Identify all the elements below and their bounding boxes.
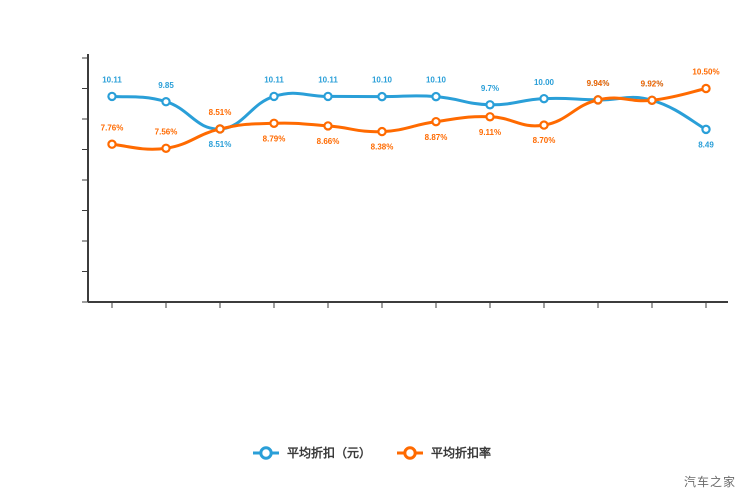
data-label: 8.79% bbox=[263, 134, 286, 143]
data-label: 7.76% bbox=[101, 123, 124, 132]
data-point-marker[interactable] bbox=[431, 91, 441, 102]
data-point-marker[interactable] bbox=[377, 91, 387, 102]
chart-data-labels: 10.11 9.85 8.51% 10.11 10.11 10.10 10.10 9.7% 10… bbox=[101, 68, 720, 152]
data-label: 8.51% bbox=[209, 140, 232, 149]
data-point-marker[interactable] bbox=[107, 91, 117, 102]
data-label: 10.11 bbox=[102, 76, 122, 85]
data-label: 10.11 bbox=[264, 76, 284, 85]
data-label: 8.51% bbox=[209, 108, 232, 117]
data-point-marker[interactable] bbox=[215, 124, 225, 134]
data-label: 8.49 bbox=[698, 140, 714, 149]
data-point-marker[interactable] bbox=[647, 95, 657, 105]
data-label: 8.66% bbox=[317, 137, 340, 146]
chart-axes bbox=[82, 54, 728, 308]
legend-label: 平均折扣（元） bbox=[287, 445, 371, 460]
data-point-marker[interactable] bbox=[485, 112, 495, 122]
watermark: 汽车之家 bbox=[683, 475, 736, 489]
data-point-marker[interactable] bbox=[269, 91, 279, 102]
data-point-marker[interactable] bbox=[701, 124, 711, 135]
data-label: 9.92% bbox=[641, 79, 664, 88]
data-label: 7.56% bbox=[155, 127, 178, 136]
data-label: 9.85 bbox=[158, 81, 174, 90]
data-label: 9.7% bbox=[481, 84, 499, 93]
data-label: 9.11% bbox=[479, 128, 501, 137]
data-point-marker[interactable] bbox=[701, 83, 711, 94]
data-point-marker[interactable] bbox=[539, 120, 549, 130]
legend-item[interactable]: 平均折扣（元） bbox=[253, 445, 371, 460]
series-line-orange bbox=[110, 87, 708, 151]
circle-marker-orange-icon bbox=[403, 446, 417, 460]
chart-legend: 平均折扣（元） 平均折扣率 bbox=[253, 445, 491, 460]
data-point-marker[interactable] bbox=[431, 116, 441, 127]
data-point-marker[interactable] bbox=[539, 93, 549, 104]
data-point-marker[interactable] bbox=[323, 91, 333, 102]
data-label: 10.00 bbox=[534, 78, 555, 87]
data-point-marker[interactable] bbox=[323, 121, 333, 131]
data-label: 8.87% bbox=[425, 133, 448, 142]
data-point-marker[interactable] bbox=[377, 126, 387, 137]
legend-label: 平均折扣率 bbox=[431, 445, 491, 460]
data-label: 8.38% bbox=[371, 143, 394, 152]
data-label: 9.92% bbox=[641, 79, 664, 88]
data-label: 9.94% bbox=[587, 79, 610, 88]
data-label: 9.94% bbox=[587, 79, 610, 88]
chart-series bbox=[107, 83, 711, 153]
data-point-marker[interactable] bbox=[593, 95, 603, 105]
data-point-marker[interactable] bbox=[161, 143, 171, 153]
data-point-marker[interactable] bbox=[107, 139, 117, 149]
data-label: 10.50% bbox=[692, 68, 719, 77]
data-point-marker[interactable] bbox=[161, 97, 171, 107]
circle-marker-blue-icon bbox=[259, 446, 273, 460]
data-label: 10.11 bbox=[318, 76, 338, 85]
legend-item[interactable]: 平均折扣率 bbox=[397, 445, 491, 460]
data-point-marker[interactable] bbox=[485, 100, 495, 110]
data-label: 10.10 bbox=[426, 76, 447, 85]
data-label: 10.10 bbox=[372, 76, 393, 85]
data-label: 8.70% bbox=[533, 136, 556, 145]
data-point-marker[interactable] bbox=[269, 118, 279, 128]
